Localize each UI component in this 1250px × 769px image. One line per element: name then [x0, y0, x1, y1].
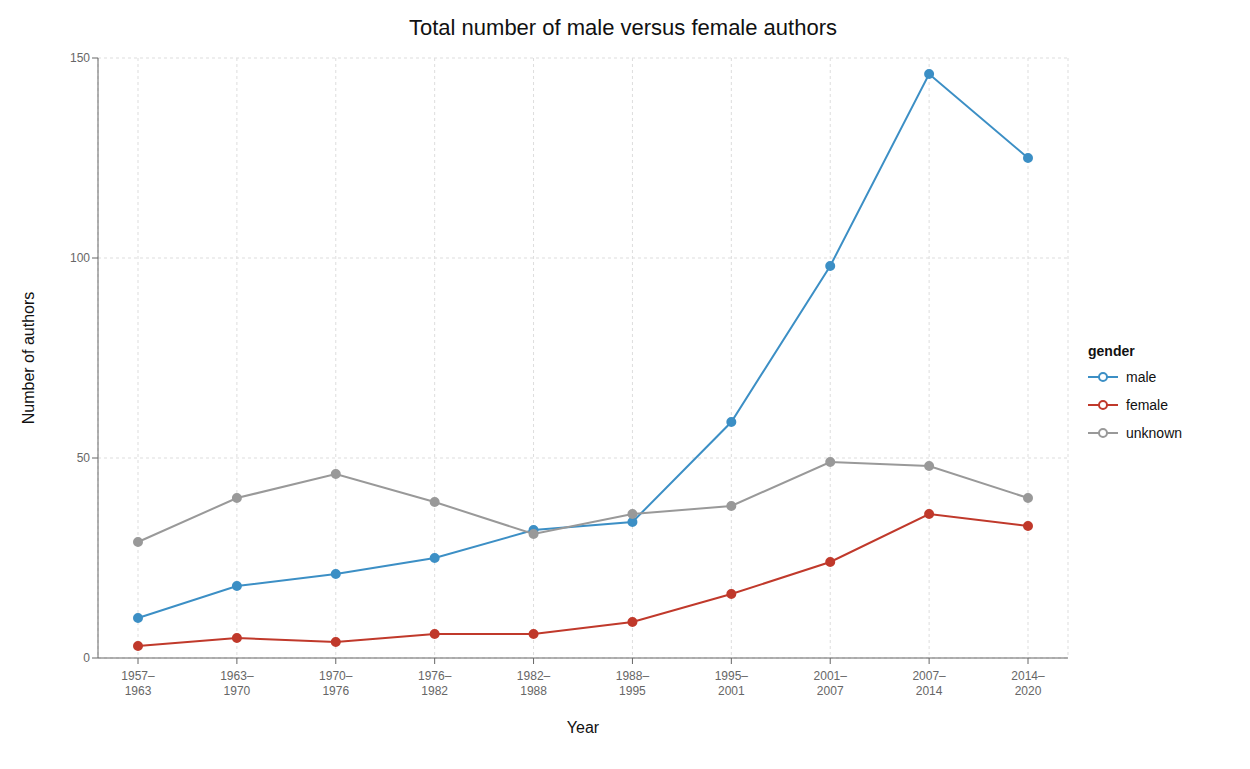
- svg-text:2001–2007: 2001–2007: [814, 669, 848, 698]
- html-text:female: female: [1126, 397, 1168, 413]
- svg-text:Year: Year: [567, 719, 600, 736]
- svg-text:1976–1982: 1976–1982: [418, 669, 452, 698]
- svg-text:2007–2014: 2007–2014: [912, 669, 946, 698]
- html-text:Total number of male versus fe: Total number of male versus female autho…: [409, 15, 837, 40]
- svg-text:50: 50: [77, 451, 91, 465]
- svg-text:100: 100: [70, 251, 90, 265]
- html-text:gender: gender: [1088, 343, 1135, 359]
- svg-text:1957–1963: 1957–1963: [121, 669, 155, 698]
- svg-text:1963–1970: 1963–1970: [220, 669, 254, 698]
- html-text:male: male: [1126, 369, 1157, 385]
- svg-text:0: 0: [83, 651, 90, 665]
- svg-text:Number of authors: Number of authors: [20, 292, 37, 425]
- svg-text:1988–1995: 1988–1995: [616, 669, 650, 698]
- html-text:unknown: unknown: [1126, 425, 1182, 441]
- svg-text:150: 150: [70, 51, 90, 65]
- svg-text:2014–2020: 2014–2020: [1011, 669, 1045, 698]
- svg-text:1982–1988: 1982–1988: [517, 669, 551, 698]
- svg-text:1970–1976: 1970–1976: [319, 669, 353, 698]
- svg-text:1995–2001: 1995–2001: [715, 669, 749, 698]
